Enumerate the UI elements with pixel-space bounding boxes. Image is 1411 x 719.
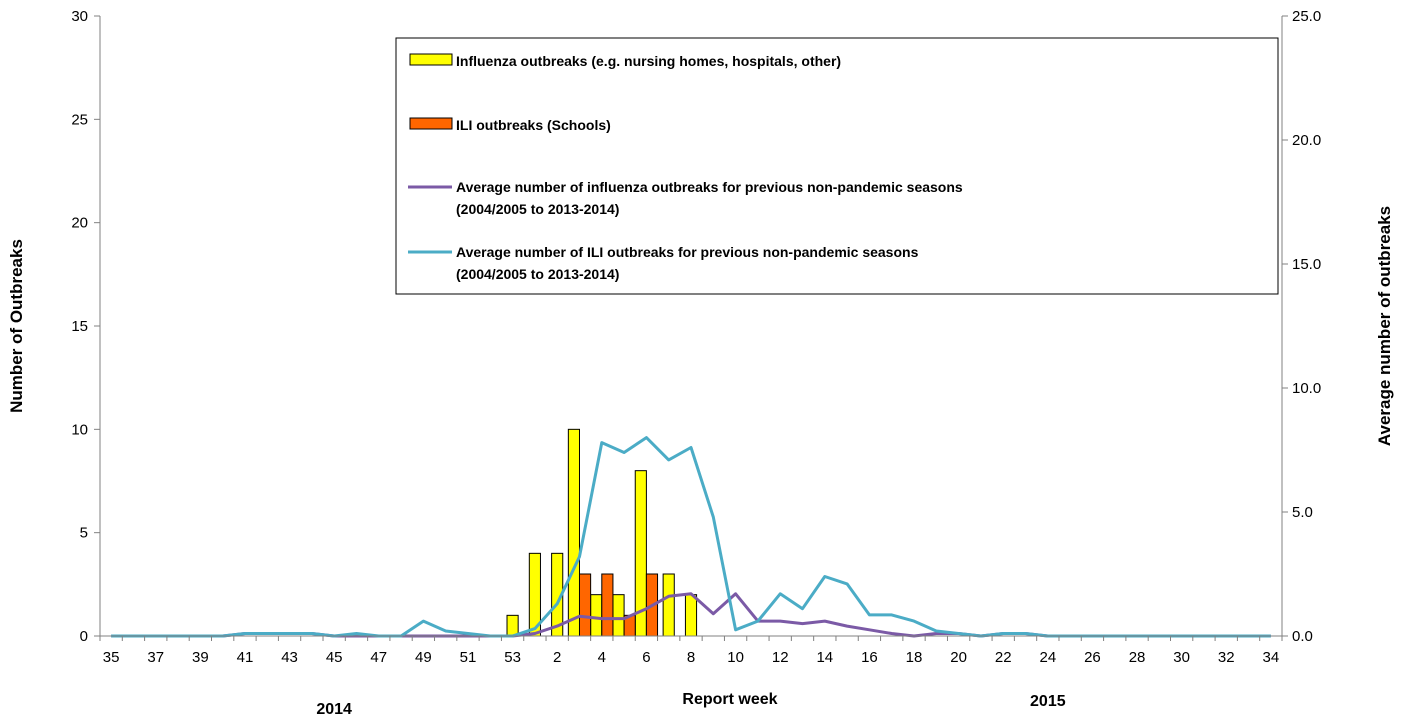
x-tick-label: 26 xyxy=(1084,649,1101,666)
y-left-tick-label: 10 xyxy=(71,421,88,438)
x-tick-label: 2 xyxy=(553,649,561,666)
x-tick-label: 45 xyxy=(326,649,343,666)
x-tick-label: 51 xyxy=(460,649,477,666)
y-left-tick-label: 25 xyxy=(71,111,88,128)
y-axis-right-ticks: 0.0 5.0 10.0 15.0 20.0 25.0 xyxy=(1282,8,1321,645)
influenza-bar xyxy=(684,594,698,637)
year-label-2014: 2014 xyxy=(316,701,352,718)
y-left-tick-label: 30 xyxy=(71,8,88,25)
x-tick-label: 32 xyxy=(1218,649,1235,666)
influenza-bar xyxy=(567,428,580,637)
legend-label-avg-ili-line2: (2004/2005 to 2013-2014) xyxy=(456,266,619,282)
x-tick-label: 28 xyxy=(1129,649,1146,666)
legend-swatch-influenza xyxy=(409,53,453,66)
x-tick-label: 16 xyxy=(861,649,878,666)
x-tick-label: 12 xyxy=(772,649,789,666)
ili-bar xyxy=(601,573,614,637)
influenza-bar xyxy=(612,594,625,637)
y-right-tick-label: 10.0 xyxy=(1292,380,1321,397)
legend-label-avg-influenza-line2: (2004/2005 to 2013-2014) xyxy=(456,201,619,217)
y-left-tick-label: 15 xyxy=(71,318,88,335)
x-tick-label: 53 xyxy=(504,649,521,666)
x-tick-label: 18 xyxy=(906,649,923,666)
influenza-bar xyxy=(506,614,519,637)
y-right-tick-label: 0.0 xyxy=(1292,628,1313,645)
influenza-bar xyxy=(590,594,603,637)
x-tick-label: 37 xyxy=(147,649,164,666)
x-tick-label: 10 xyxy=(727,649,744,666)
legend-label-ili: ILI outbreaks (Schools) xyxy=(456,117,611,133)
x-tick-label: 6 xyxy=(642,649,650,666)
x-tick-label: 30 xyxy=(1173,649,1190,666)
x-tick-label: 22 xyxy=(995,649,1012,666)
influenza-bar xyxy=(662,573,675,637)
y-right-tick-label: 15.0 xyxy=(1292,256,1321,273)
legend-swatch-ili xyxy=(409,117,453,130)
y-axis-left-ticks: 0 5 10 15 20 25 30 xyxy=(71,8,100,645)
x-tick-label: 49 xyxy=(415,649,432,666)
x-axis-ticks: 35 37 39 41 43 45 47 49 51 53 2 4 6 8 10 12 14 16 18 20 22 24… xyxy=(99,636,1283,666)
year-label-2015: 2015 xyxy=(1030,693,1066,710)
x-tick-label: 47 xyxy=(370,649,387,666)
x-tick-label: 35 xyxy=(103,649,120,666)
y-left-tick-label: 5 xyxy=(80,525,88,542)
y-right-tick-label: 20.0 xyxy=(1292,132,1321,149)
legend-label-avg-ili: Average number of ILI outbreaks for prev… xyxy=(456,244,919,260)
x-tick-label: 41 xyxy=(237,649,254,666)
x-tick-label: 8 xyxy=(687,649,695,666)
y-left-tick-label: 20 xyxy=(71,215,88,232)
x-tick-label: 20 xyxy=(950,649,967,666)
y-axis-right-title: Average number of outbreaks xyxy=(1375,206,1394,446)
x-tick-label: 4 xyxy=(598,649,606,666)
x-tick-label: 34 xyxy=(1263,649,1280,666)
y-right-tick-label: 5.0 xyxy=(1292,504,1313,521)
y-left-tick-label: 0 xyxy=(80,628,88,645)
y-axis-left-title: Number of Outbreaks xyxy=(7,239,26,413)
ili-bar xyxy=(578,573,592,637)
x-tick-label: 14 xyxy=(816,649,833,666)
x-tick-label: 24 xyxy=(1039,649,1056,666)
x-axis-title: Report week xyxy=(682,691,777,708)
x-tick-label: 39 xyxy=(192,649,209,666)
y-right-tick-label: 25.0 xyxy=(1292,8,1321,25)
legend-box xyxy=(395,37,1279,295)
legend-label-avg-influenza: Average number of influenza outbreaks fo… xyxy=(456,179,963,195)
legend-label-influenza: Influenza outbreaks (e.g. nursing homes,… xyxy=(456,53,841,69)
legend: Influenza outbreaks (e.g. nursing homes,… xyxy=(395,37,1279,295)
x-tick-label: 43 xyxy=(281,649,298,666)
